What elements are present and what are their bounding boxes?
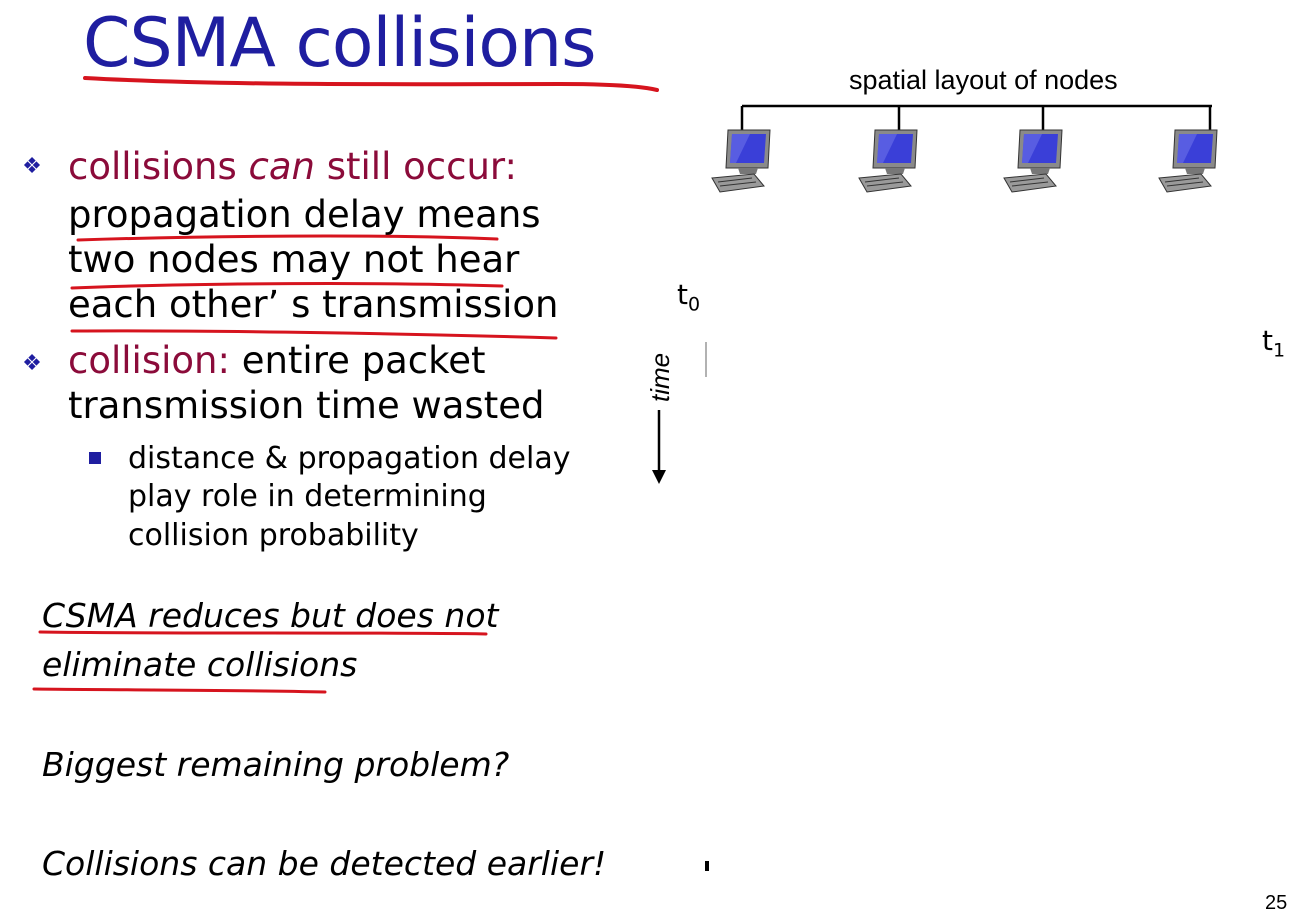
page-number: 25 <box>1265 892 1288 914</box>
slide-title: CSMA collisions <box>83 4 597 83</box>
sub-bullet-line: distance & propagation delay <box>128 441 571 476</box>
underline-csma-reduces <box>38 630 488 636</box>
bullet-1-line: each other’ s transmission <box>68 283 559 326</box>
sub-bullet-line: play role in determining <box>128 479 487 514</box>
bullet-2-highlight: collision: <box>68 339 230 382</box>
underline-two-nodes <box>70 282 504 290</box>
computer-icon <box>1158 129 1218 193</box>
underline-each-other <box>70 329 558 340</box>
note-answer: Collisions can be detected earlier! <box>42 844 607 883</box>
bullet-1-heading: collisions can still occur: <box>68 144 517 189</box>
t0-subscript: 0 <box>687 293 701 316</box>
bullet-1-line: propagation delay means <box>68 193 541 236</box>
computer-icon <box>711 129 771 193</box>
title-underline <box>83 76 659 92</box>
bullet-diamond-icon: ❖ <box>22 154 42 179</box>
underline-eliminate <box>32 687 327 694</box>
note-question: Biggest remaining problem? <box>42 745 510 784</box>
bullet-1-line: two nodes may not hear <box>68 238 520 281</box>
bullet-diamond-icon: ❖ <box>22 351 42 376</box>
computer-icon <box>858 129 918 193</box>
t1-label: t1 <box>1262 326 1285 366</box>
computer-icon <box>1003 129 1063 193</box>
sub-bullet-line: collision probability <box>128 518 419 553</box>
t0-label: t0 <box>677 280 700 320</box>
t1-subscript: 1 <box>1272 339 1286 362</box>
t0-letter: t <box>677 278 688 311</box>
diagram-caption: spatial layout of nodes <box>849 65 1118 95</box>
bullet-1-highlight: collisions <box>68 145 249 188</box>
underline-propagation <box>76 234 499 242</box>
bullet-2-line: transmission time wasted <box>68 384 545 427</box>
sub-bullet-square-icon <box>89 452 101 464</box>
note-line: CSMA reduces but does not <box>42 596 499 635</box>
timeline-marker <box>705 861 709 871</box>
bullet-2-heading: collision: entire packet <box>68 338 486 383</box>
bullet-1-emphasis: can <box>248 145 315 188</box>
t1-letter: t <box>1262 324 1273 357</box>
bullet-2-rest: entire packet <box>229 339 486 382</box>
note-line: eliminate collisions <box>42 645 358 684</box>
bullet-1-highlight-end: still occur: <box>314 145 517 188</box>
